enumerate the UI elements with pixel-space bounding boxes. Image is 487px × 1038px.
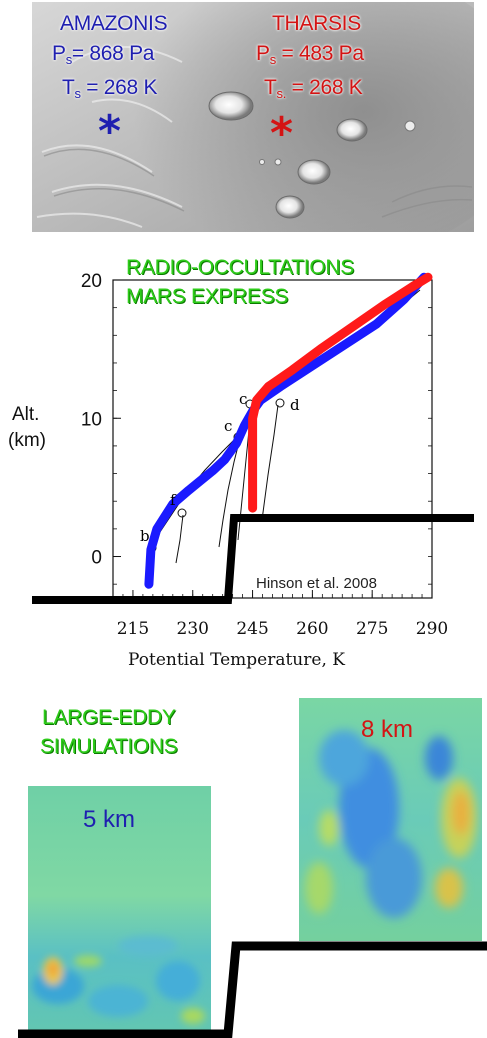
marker-d bbox=[275, 398, 285, 408]
tharsis-temperature-subscript: s. bbox=[276, 86, 287, 101]
les-panel-5km: 5 km bbox=[28, 786, 211, 1030]
series-tharsis-line bbox=[248, 272, 433, 513]
label-c1: c bbox=[224, 417, 232, 435]
tharsis-pressure-subscript: s bbox=[269, 52, 277, 67]
amazonis-temperature-subscript: s bbox=[74, 86, 82, 101]
les-field-8km bbox=[299, 698, 482, 941]
y-tick-label: 10 bbox=[81, 409, 102, 430]
tharsis-pressure-symbol: P bbox=[256, 42, 270, 65]
x-tick-label: 215 bbox=[117, 619, 149, 639]
marker-f bbox=[177, 508, 187, 518]
x-tick-label: 275 bbox=[356, 619, 388, 639]
series-amazonis-line bbox=[144, 272, 429, 589]
amazonis-temperature-symbol: T bbox=[62, 76, 75, 99]
x-tick-label: 245 bbox=[236, 619, 268, 639]
terrain-map: AMAZONIS Ps= 868 Pa Ts = 268 K * THARSIS… bbox=[32, 2, 474, 232]
tharsis-name: THARSIS bbox=[272, 12, 361, 35]
amazonis-temperature: Ts = 268 K bbox=[62, 76, 157, 106]
tharsis-temperature: Ts. = 268 K bbox=[264, 76, 363, 106]
x-axis-title: Potential Temperature, K bbox=[128, 650, 345, 670]
amazonis-pressure-value: = 868 Pa bbox=[71, 42, 155, 65]
label-d: d bbox=[290, 396, 300, 414]
thin-profiles bbox=[149, 289, 421, 566]
amazonis-pressure: Ps= 868 Pa bbox=[52, 42, 154, 72]
tharsis-temperature-symbol: T bbox=[264, 76, 277, 99]
les-title-line1: LARGE-EDDY bbox=[42, 706, 176, 729]
profile-b-line bbox=[149, 289, 421, 566]
x-tick-label: 260 bbox=[296, 619, 328, 639]
tharsis-pressure-value: = 483 Pa bbox=[275, 42, 364, 65]
y-axis-label-line2: (km) bbox=[8, 430, 46, 451]
x-tick-label: 230 bbox=[177, 619, 209, 639]
terrain-background bbox=[32, 2, 474, 232]
profile-d-line bbox=[261, 404, 279, 521]
citation: Hinson et al. 2008 bbox=[256, 575, 377, 592]
profile-f-line bbox=[175, 514, 184, 564]
topography-step bbox=[32, 514, 474, 604]
tharsis-star-marker: * bbox=[270, 108, 294, 159]
tharsis-temperature-value: = 268 K bbox=[286, 76, 363, 99]
x-tick-label: 290 bbox=[416, 619, 448, 639]
les-panel-8km: 8 km bbox=[299, 698, 482, 941]
chart-title-line1: RADIO-OCCULTATIONS bbox=[126, 256, 354, 279]
amazonis-pressure-subscript: s bbox=[65, 52, 73, 67]
label-f: f bbox=[170, 491, 177, 509]
amazonis-star-marker: * bbox=[98, 106, 122, 157]
y-tick-label: 20 bbox=[81, 271, 102, 292]
amazonis-temperature-value: = 268 K bbox=[80, 76, 158, 99]
label-c2: c bbox=[239, 390, 247, 408]
panel-5km-label: 5 km bbox=[83, 806, 136, 833]
y-tick-label: 0 bbox=[91, 548, 102, 569]
chart-ticks: 215 230 245 260 275 290 0 10 20 bbox=[81, 271, 448, 639]
les-title-line2: SIMULATIONS bbox=[40, 735, 178, 758]
tharsis-pressure: Ps = 483 Pa bbox=[256, 42, 364, 72]
amazonis-name: AMAZONIS bbox=[60, 12, 168, 35]
chart-title-line2: MARS EXPRESS bbox=[126, 285, 289, 308]
profile-c1-line bbox=[218, 437, 241, 548]
amazonis-pressure-symbol: P bbox=[52, 42, 66, 65]
profile-markers bbox=[147, 398, 285, 553]
panel-8km-label: 8 km bbox=[361, 716, 414, 743]
y-axis-label-line1: Alt. bbox=[12, 404, 40, 425]
chart-frame bbox=[112, 279, 433, 599]
label-b: b bbox=[140, 527, 150, 545]
